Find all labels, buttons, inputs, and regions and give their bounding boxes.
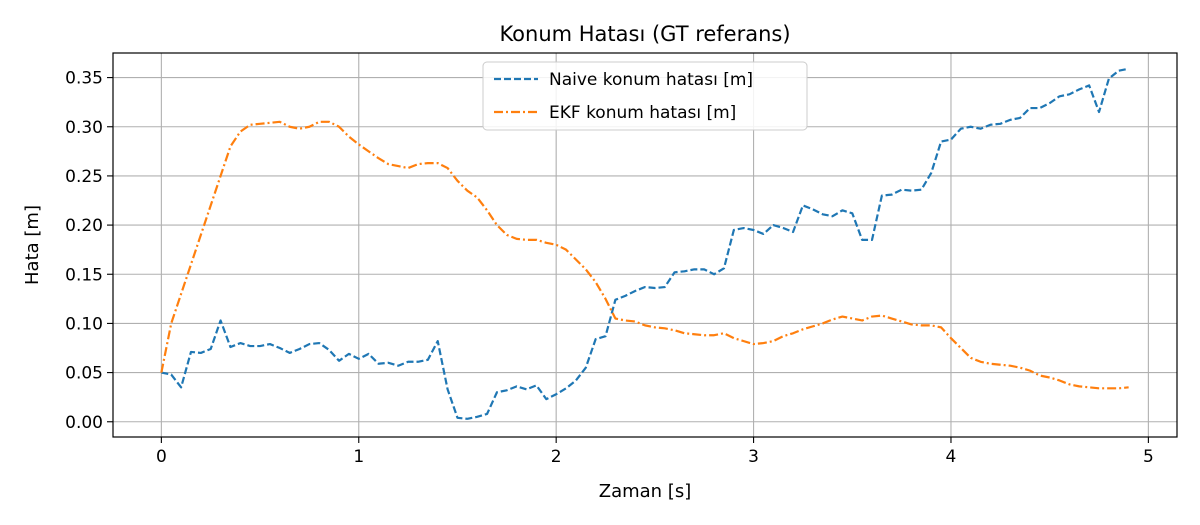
legend-box <box>482 61 808 131</box>
y-tick-label: 0.35 <box>65 69 103 89</box>
x-tick-label: 1 <box>353 447 364 467</box>
series-line-naive <box>161 67 1129 420</box>
y-tick-label: 0.30 <box>65 118 103 138</box>
chart-title: Konum Hatası (GT referans) <box>499 22 790 46</box>
legend-label-ekf: EKF konum hatası [m] <box>549 103 736 123</box>
y-tick-label: 0.10 <box>65 314 103 334</box>
x-tick-label: 0 <box>156 447 167 467</box>
series-lines <box>160 67 1129 420</box>
x-axis-label: Zaman [s] <box>599 481 691 502</box>
x-tick-label: 3 <box>748 447 759 467</box>
x-tick-label: 5 <box>1143 447 1154 467</box>
legend-label-naive: Naive konum hatası [m] <box>549 70 753 90</box>
axis-ticks: 0 1 2 3 4 5 0.00 0.05 0.10 0.15 0.20 0.25 0.30 0.35 <box>65 69 1154 467</box>
y-tick-label: 0.25 <box>65 167 103 187</box>
y-tick-label: 0.15 <box>65 265 103 285</box>
x-tick-label: 4 <box>946 447 957 467</box>
y-tick-label: 0.20 <box>65 216 103 236</box>
plot-frame <box>112 52 1178 438</box>
series-line-ekf <box>160 120 1129 390</box>
y-tick-label: 0.05 <box>65 364 103 384</box>
legend: Naive konum hatası [m] EKF konum hatası … <box>482 61 808 131</box>
x-tick-label: 2 <box>551 447 562 467</box>
y-axis-label: Hata [m] <box>22 205 43 285</box>
y-tick-label: 0.00 <box>65 413 103 433</box>
